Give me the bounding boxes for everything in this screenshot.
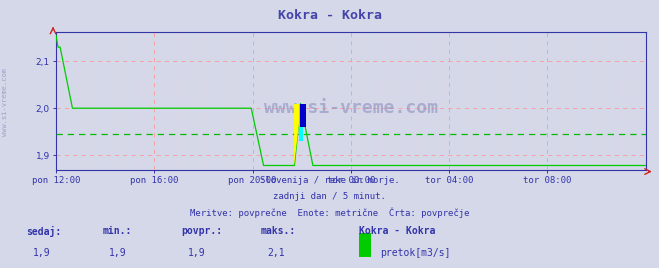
Text: Slovenija / reke in morje.: Slovenija / reke in morje. bbox=[260, 176, 399, 185]
Text: 1,9: 1,9 bbox=[33, 248, 51, 258]
Text: 2,1: 2,1 bbox=[267, 248, 285, 258]
Text: povpr.:: povpr.: bbox=[181, 226, 222, 236]
Text: Meritve: povprečne  Enote: metrične  Črta: povprečje: Meritve: povprečne Enote: metrične Črta:… bbox=[190, 208, 469, 218]
Text: min.:: min.: bbox=[102, 226, 132, 236]
Text: Kokra - Kokra: Kokra - Kokra bbox=[277, 9, 382, 23]
Text: pretok[m3/s]: pretok[m3/s] bbox=[380, 248, 451, 258]
Text: zadnji dan / 5 minut.: zadnji dan / 5 minut. bbox=[273, 192, 386, 201]
Text: maks.:: maks.: bbox=[260, 226, 295, 236]
Text: 1,9: 1,9 bbox=[188, 248, 206, 258]
Text: 1,9: 1,9 bbox=[109, 248, 127, 258]
Text: Kokra - Kokra: Kokra - Kokra bbox=[359, 226, 436, 236]
Text: www.si-vreme.com: www.si-vreme.com bbox=[2, 68, 9, 136]
Text: sedaj:: sedaj: bbox=[26, 226, 61, 237]
Text: www.si-vreme.com: www.si-vreme.com bbox=[264, 99, 438, 117]
